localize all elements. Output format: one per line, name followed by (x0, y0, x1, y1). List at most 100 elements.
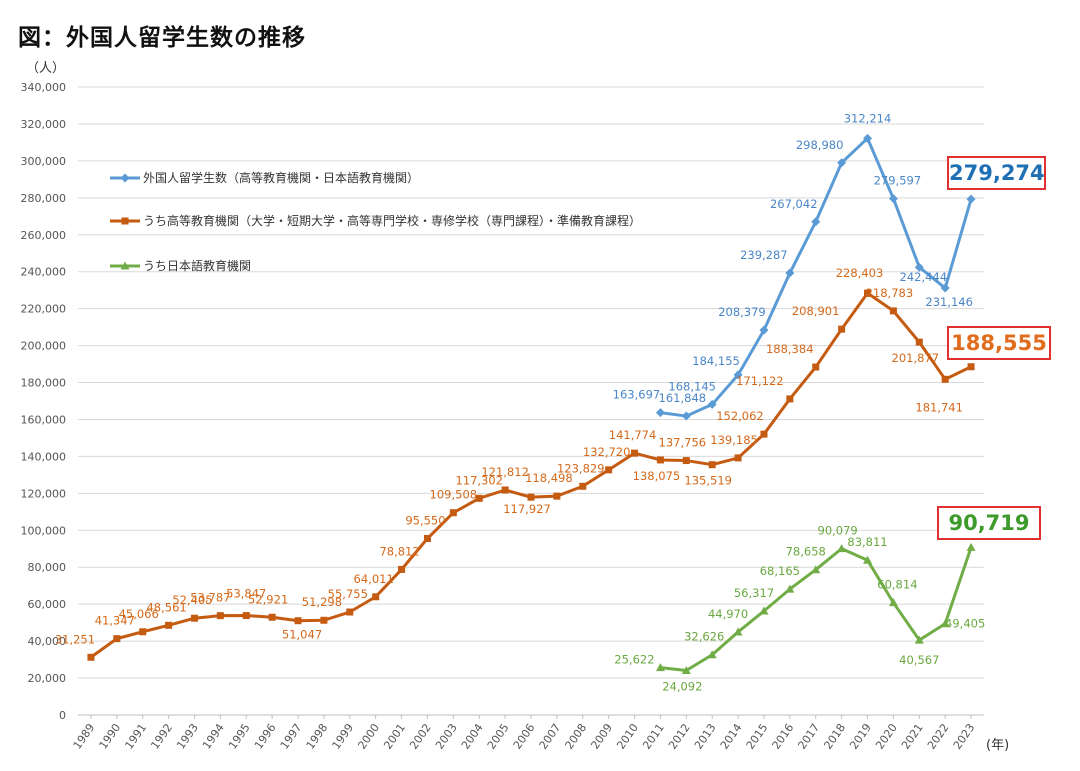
data-point (760, 430, 768, 438)
x-tick-label: 2018 (821, 721, 848, 751)
x-tick-label: 2004 (459, 721, 486, 751)
y-tick-label: 240,000 (21, 266, 67, 279)
data-label: 49,405 (945, 617, 985, 631)
data-point (863, 555, 873, 564)
data-point (87, 653, 95, 661)
x-tick-label: 1999 (330, 721, 357, 751)
data-label: 181,741 (915, 400, 963, 414)
x-tick-label: 2013 (692, 721, 719, 751)
data-label: 231,146 (925, 295, 973, 309)
y-tick-label: 60,000 (28, 598, 67, 611)
data-point (940, 283, 950, 293)
legend-marker (121, 217, 129, 225)
data-point (655, 408, 665, 418)
x-tick-label: 2023 (951, 721, 978, 751)
x-tick-label: 2011 (640, 721, 667, 751)
data-label: 78,812 (379, 544, 419, 558)
x-tick-label: 1997 (278, 721, 305, 751)
x-tick-label: 2009 (588, 721, 615, 751)
y-tick-label: 80,000 (28, 561, 67, 574)
data-label: 95,550 (405, 514, 445, 528)
data-point (888, 598, 898, 607)
data-point (165, 621, 173, 629)
data-label: 117,927 (503, 502, 551, 516)
x-tick-label: 1996 (252, 721, 279, 751)
data-point (837, 158, 847, 168)
data-label: 132,720 (583, 445, 631, 459)
data-point (346, 608, 354, 616)
data-label: 139,185 (710, 433, 758, 447)
x-tick-label: 2000 (355, 721, 382, 751)
data-label: 109,508 (430, 488, 478, 502)
data-point (501, 486, 509, 494)
y-tick-label: 40,000 (28, 635, 67, 648)
data-label: 31,251 (55, 632, 95, 646)
data-point (682, 457, 690, 465)
data-point (190, 614, 198, 622)
data-label: 60,814 (877, 578, 917, 592)
data-label: 188,384 (766, 342, 814, 356)
y-tick-label: 300,000 (21, 155, 67, 168)
data-point (681, 411, 691, 421)
data-label: 135,519 (684, 474, 732, 488)
data-label: 141,774 (609, 428, 657, 442)
data-label: 208,379 (718, 305, 766, 319)
data-label: 40,567 (899, 653, 939, 667)
x-tick-label: 2002 (407, 721, 434, 751)
data-label: 137,756 (659, 436, 707, 450)
data-point (449, 509, 457, 517)
data-label: 25,622 (614, 653, 654, 667)
data-point (242, 612, 250, 620)
data-point (605, 466, 613, 474)
data-label: 279,597 (874, 174, 922, 188)
data-label: 184,155 (692, 354, 740, 368)
data-label: 90,079 (818, 524, 858, 538)
callout-japanese-school-latest: 90,719 (937, 506, 1041, 540)
data-point (139, 628, 147, 636)
data-point (579, 482, 587, 490)
data-point (475, 494, 483, 502)
y-tick-label: 280,000 (21, 192, 67, 205)
data-label: 267,042 (770, 197, 818, 211)
gridlines (78, 86, 984, 716)
y-tick-label: 320,000 (21, 118, 67, 131)
data-label: 52,921 (248, 592, 288, 606)
data-point (837, 544, 847, 553)
data-point (553, 492, 561, 500)
data-label: 78,658 (786, 545, 826, 559)
data-point (914, 262, 924, 272)
data-label: 53,847 (226, 587, 266, 601)
data-label: 201,877 (892, 351, 940, 365)
x-axis-ticks: 1989 1990 1991 1992 1993 1994 1995 1996 1997 1998… (71, 715, 978, 752)
callout-higher-edu-latest: 188,555 (947, 326, 1051, 360)
data-label: 123,829 (557, 461, 605, 475)
legend-marker (120, 261, 130, 270)
data-label: 121,812 (481, 465, 529, 479)
x-tick-label: 2022 (925, 721, 952, 751)
data-point (888, 194, 898, 204)
data-point (940, 619, 950, 628)
y-tick-label: 160,000 (21, 413, 67, 426)
y-tick-label: 140,000 (21, 450, 67, 463)
data-label: 44,970 (708, 607, 748, 621)
data-label: 242,444 (900, 270, 948, 284)
data-label: 32,626 (684, 630, 724, 644)
data-label: 118,498 (525, 471, 573, 485)
x-tick-label: 1993 (174, 721, 201, 751)
data-label: 64,011 (354, 572, 394, 586)
data-point (733, 370, 743, 380)
data-label: 218,783 (866, 286, 914, 300)
data-point (268, 613, 276, 621)
data-point (113, 635, 121, 643)
data-point (707, 650, 717, 659)
data-point (966, 542, 976, 551)
data-point (708, 461, 716, 469)
data-point (216, 612, 224, 620)
series-markers (87, 133, 976, 675)
data-point (733, 627, 743, 636)
data-label: 52,405 (172, 593, 212, 607)
data-point (915, 338, 923, 346)
x-tick-label: 1989 (71, 721, 98, 751)
data-label: 117,302 (455, 473, 503, 487)
